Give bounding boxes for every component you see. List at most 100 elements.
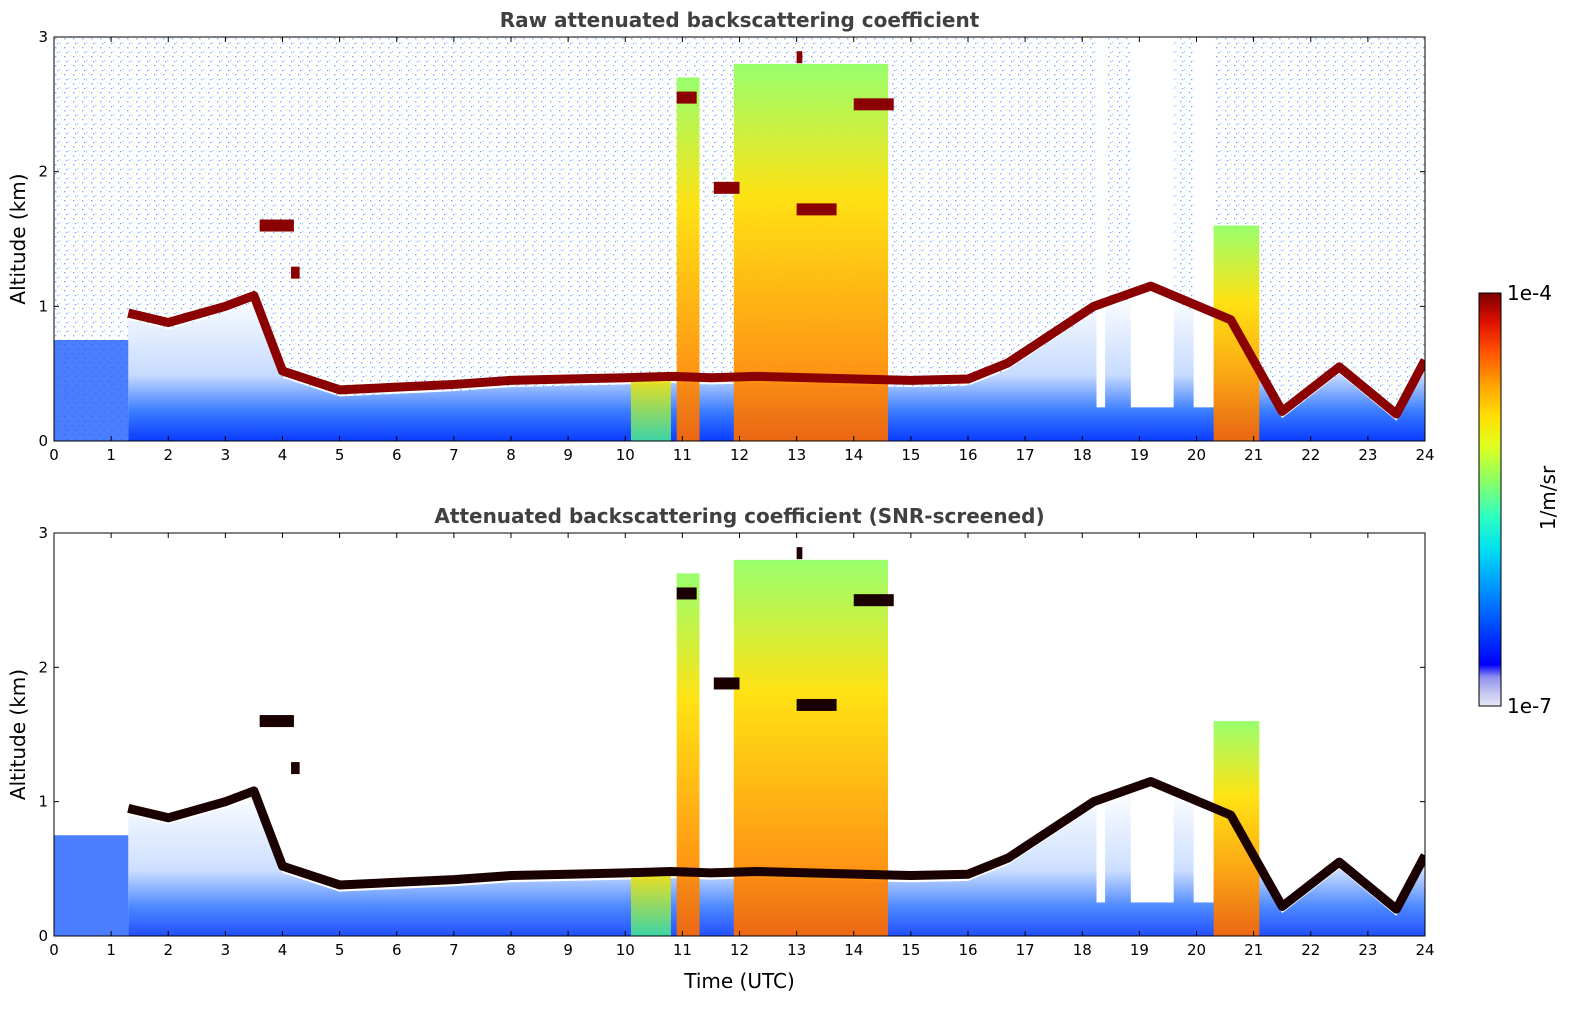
y-tick-label: 3	[38, 28, 48, 46]
x-tick-label: 24	[1415, 941, 1434, 959]
x-tick-label: 16	[958, 446, 977, 464]
x-tick-label: 2	[163, 446, 173, 464]
x-tick-label: 11	[673, 941, 692, 959]
aerosol-plume	[733, 559, 889, 936]
cloud-segment	[259, 715, 294, 728]
boundary-layer-area	[54, 835, 129, 936]
cloud-segment	[713, 677, 740, 690]
x-tick-label: 13	[787, 941, 806, 959]
x-tick-label: 18	[1073, 941, 1092, 959]
y-tick-label: 1	[38, 793, 48, 811]
data-gap	[1130, 37, 1174, 408]
cloud-segment	[676, 91, 697, 104]
cloud-segment	[676, 587, 697, 600]
plot-area	[54, 37, 1425, 441]
x-tick-label: 4	[278, 941, 288, 959]
cloud-segment	[796, 203, 837, 216]
x-tick-label: 15	[901, 446, 920, 464]
x-tick-label: 4	[278, 446, 288, 464]
cloud-segment	[291, 266, 300, 279]
x-tick-label: 0	[49, 941, 59, 959]
plot-area	[54, 533, 1425, 936]
data-gap	[1130, 533, 1174, 903]
cloud-segment	[291, 762, 300, 775]
x-tick-label: 22	[1301, 446, 1320, 464]
data-gap	[1193, 533, 1214, 903]
x-tick-label: 21	[1244, 941, 1263, 959]
x-tick-label: 7	[449, 941, 459, 959]
x-tick-label: 6	[392, 446, 402, 464]
x-tick-label: 19	[1130, 446, 1149, 464]
x-tick-label: 6	[392, 941, 402, 959]
y-tick-label: 2	[38, 658, 48, 676]
cloud-segment	[796, 698, 837, 711]
y-tick-label: 1	[38, 297, 48, 315]
y-axis-label: Altitude (km)	[6, 173, 30, 304]
x-tick-label: 3	[221, 941, 231, 959]
x-tick-label: 21	[1244, 446, 1263, 464]
boundary-layer-area	[54, 340, 129, 441]
x-tick-label: 8	[506, 446, 516, 464]
colorbar-gradient	[1478, 292, 1502, 707]
x-tick-label: 3	[221, 446, 231, 464]
x-tick-label: 10	[616, 941, 635, 959]
panel-2: Attenuated backscattering coefficient (S…	[6, 504, 1435, 993]
y-tick-label: 0	[38, 927, 48, 945]
x-tick-label: 9	[563, 446, 573, 464]
aerosol-plume	[630, 373, 671, 441]
colorbar-min-label: 1e-7	[1507, 694, 1552, 718]
colorbar-unit-label: 1/m/sr	[1536, 465, 1560, 530]
x-tick-label: 0	[49, 446, 59, 464]
cloud-segment	[259, 219, 294, 232]
x-tick-label: 12	[730, 446, 749, 464]
data-gap	[1096, 533, 1106, 903]
x-tick-label: 19	[1130, 941, 1149, 959]
x-tick-label: 15	[901, 941, 920, 959]
cloud-segment	[853, 98, 894, 111]
x-tick-label: 18	[1073, 446, 1092, 464]
cloud-segment	[796, 51, 803, 64]
x-tick-label: 14	[844, 446, 863, 464]
x-tick-label: 12	[730, 941, 749, 959]
cloud-segment	[713, 181, 740, 194]
x-tick-label: 24	[1415, 446, 1434, 464]
y-tick-label: 0	[38, 432, 48, 450]
x-tick-label: 2	[163, 941, 173, 959]
boundary-layer-top-line	[127, 777, 1425, 914]
aerosol-plume	[733, 63, 889, 441]
data-gap	[1193, 37, 1214, 408]
x-tick-label: 11	[673, 446, 692, 464]
colorbar: 1e-4 1e-7 1/m/sr	[1478, 281, 1560, 718]
x-tick-label: 20	[1187, 446, 1206, 464]
x-axis-label: Time (UTC)	[683, 969, 795, 993]
x-tick-label: 5	[335, 941, 345, 959]
data-gap	[1096, 37, 1106, 408]
boundary-layer-top-line	[127, 281, 1425, 419]
aerosol-plume	[676, 77, 700, 441]
x-tick-label: 22	[1301, 941, 1320, 959]
cloud-segment	[796, 547, 803, 560]
panel-1: Raw attenuated backscattering coefficien…	[6, 8, 1435, 464]
y-tick-label: 2	[38, 163, 48, 181]
x-tick-label: 13	[787, 446, 806, 464]
x-tick-label: 17	[1016, 941, 1035, 959]
panel-title: Raw attenuated backscattering coefficien…	[500, 8, 980, 32]
x-tick-label: 20	[1187, 941, 1206, 959]
x-tick-label: 5	[335, 446, 345, 464]
x-tick-label: 23	[1358, 446, 1377, 464]
x-tick-label: 9	[563, 941, 573, 959]
panel-title: Attenuated backscattering coefficient (S…	[434, 504, 1044, 528]
x-tick-label: 1	[106, 941, 116, 959]
x-tick-label: 8	[506, 941, 516, 959]
x-tick-label: 1	[106, 446, 116, 464]
y-axis-label: Altitude (km)	[6, 669, 30, 800]
colorbar-max-label: 1e-4	[1507, 281, 1552, 305]
x-tick-label: 16	[958, 941, 977, 959]
cloud-segment	[853, 594, 894, 607]
y-tick-label: 3	[38, 524, 48, 542]
x-tick-label: 23	[1358, 941, 1377, 959]
x-tick-label: 7	[449, 446, 459, 464]
aerosol-plume	[676, 573, 700, 936]
x-tick-label: 14	[844, 941, 863, 959]
